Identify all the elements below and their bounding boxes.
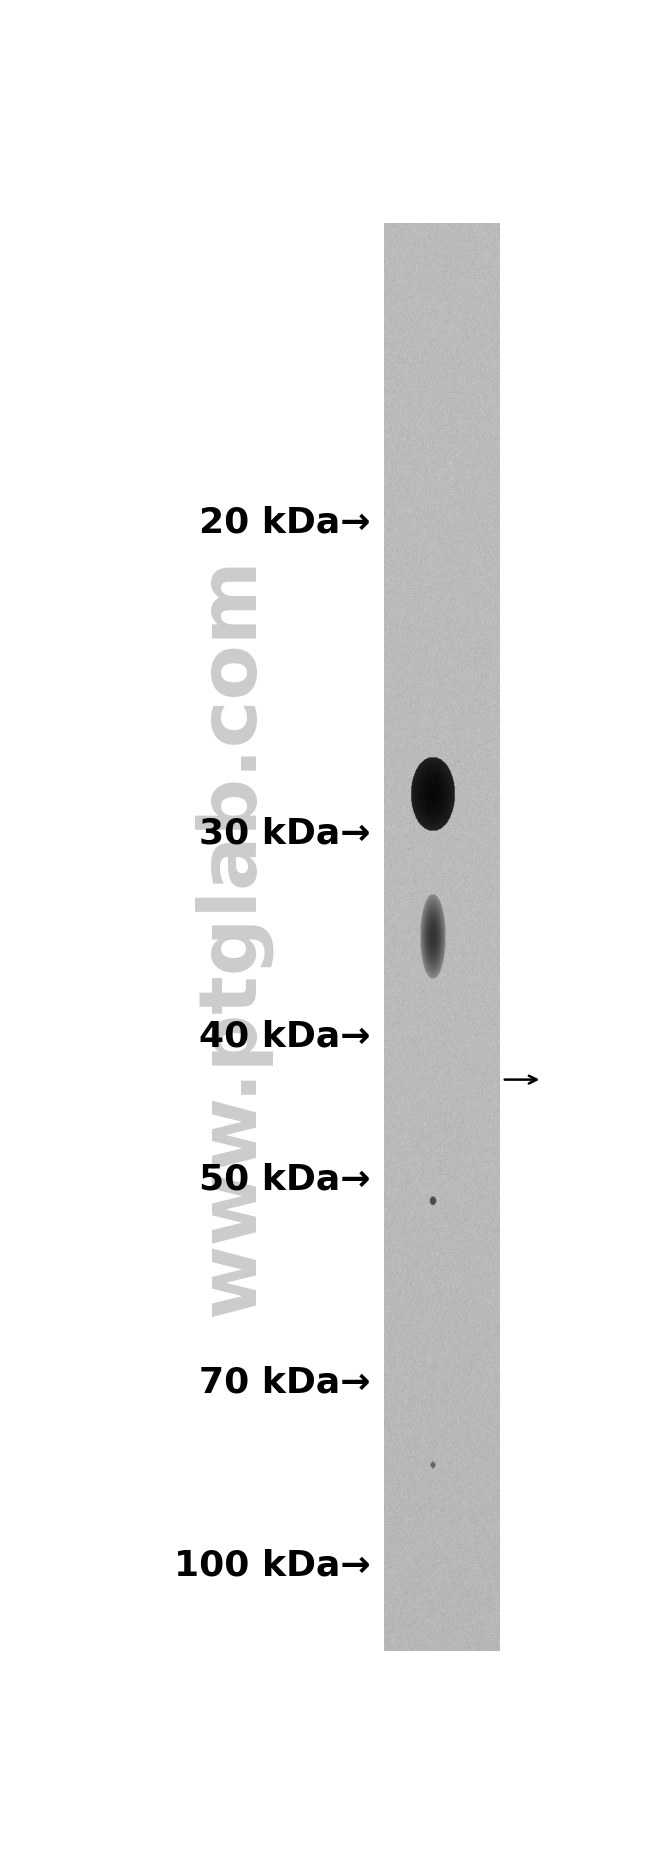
Text: 100 kDa→: 100 kDa→ bbox=[174, 1549, 371, 1582]
Text: 30 kDa→: 30 kDa→ bbox=[200, 816, 371, 851]
Text: 40 kDa→: 40 kDa→ bbox=[200, 1020, 371, 1054]
Text: 20 kDa→: 20 kDa→ bbox=[200, 506, 371, 540]
Text: 50 kDa→: 50 kDa→ bbox=[200, 1163, 371, 1196]
Text: www.ptglab.com: www.ptglab.com bbox=[193, 556, 272, 1317]
Text: 70 kDa→: 70 kDa→ bbox=[200, 1365, 371, 1399]
